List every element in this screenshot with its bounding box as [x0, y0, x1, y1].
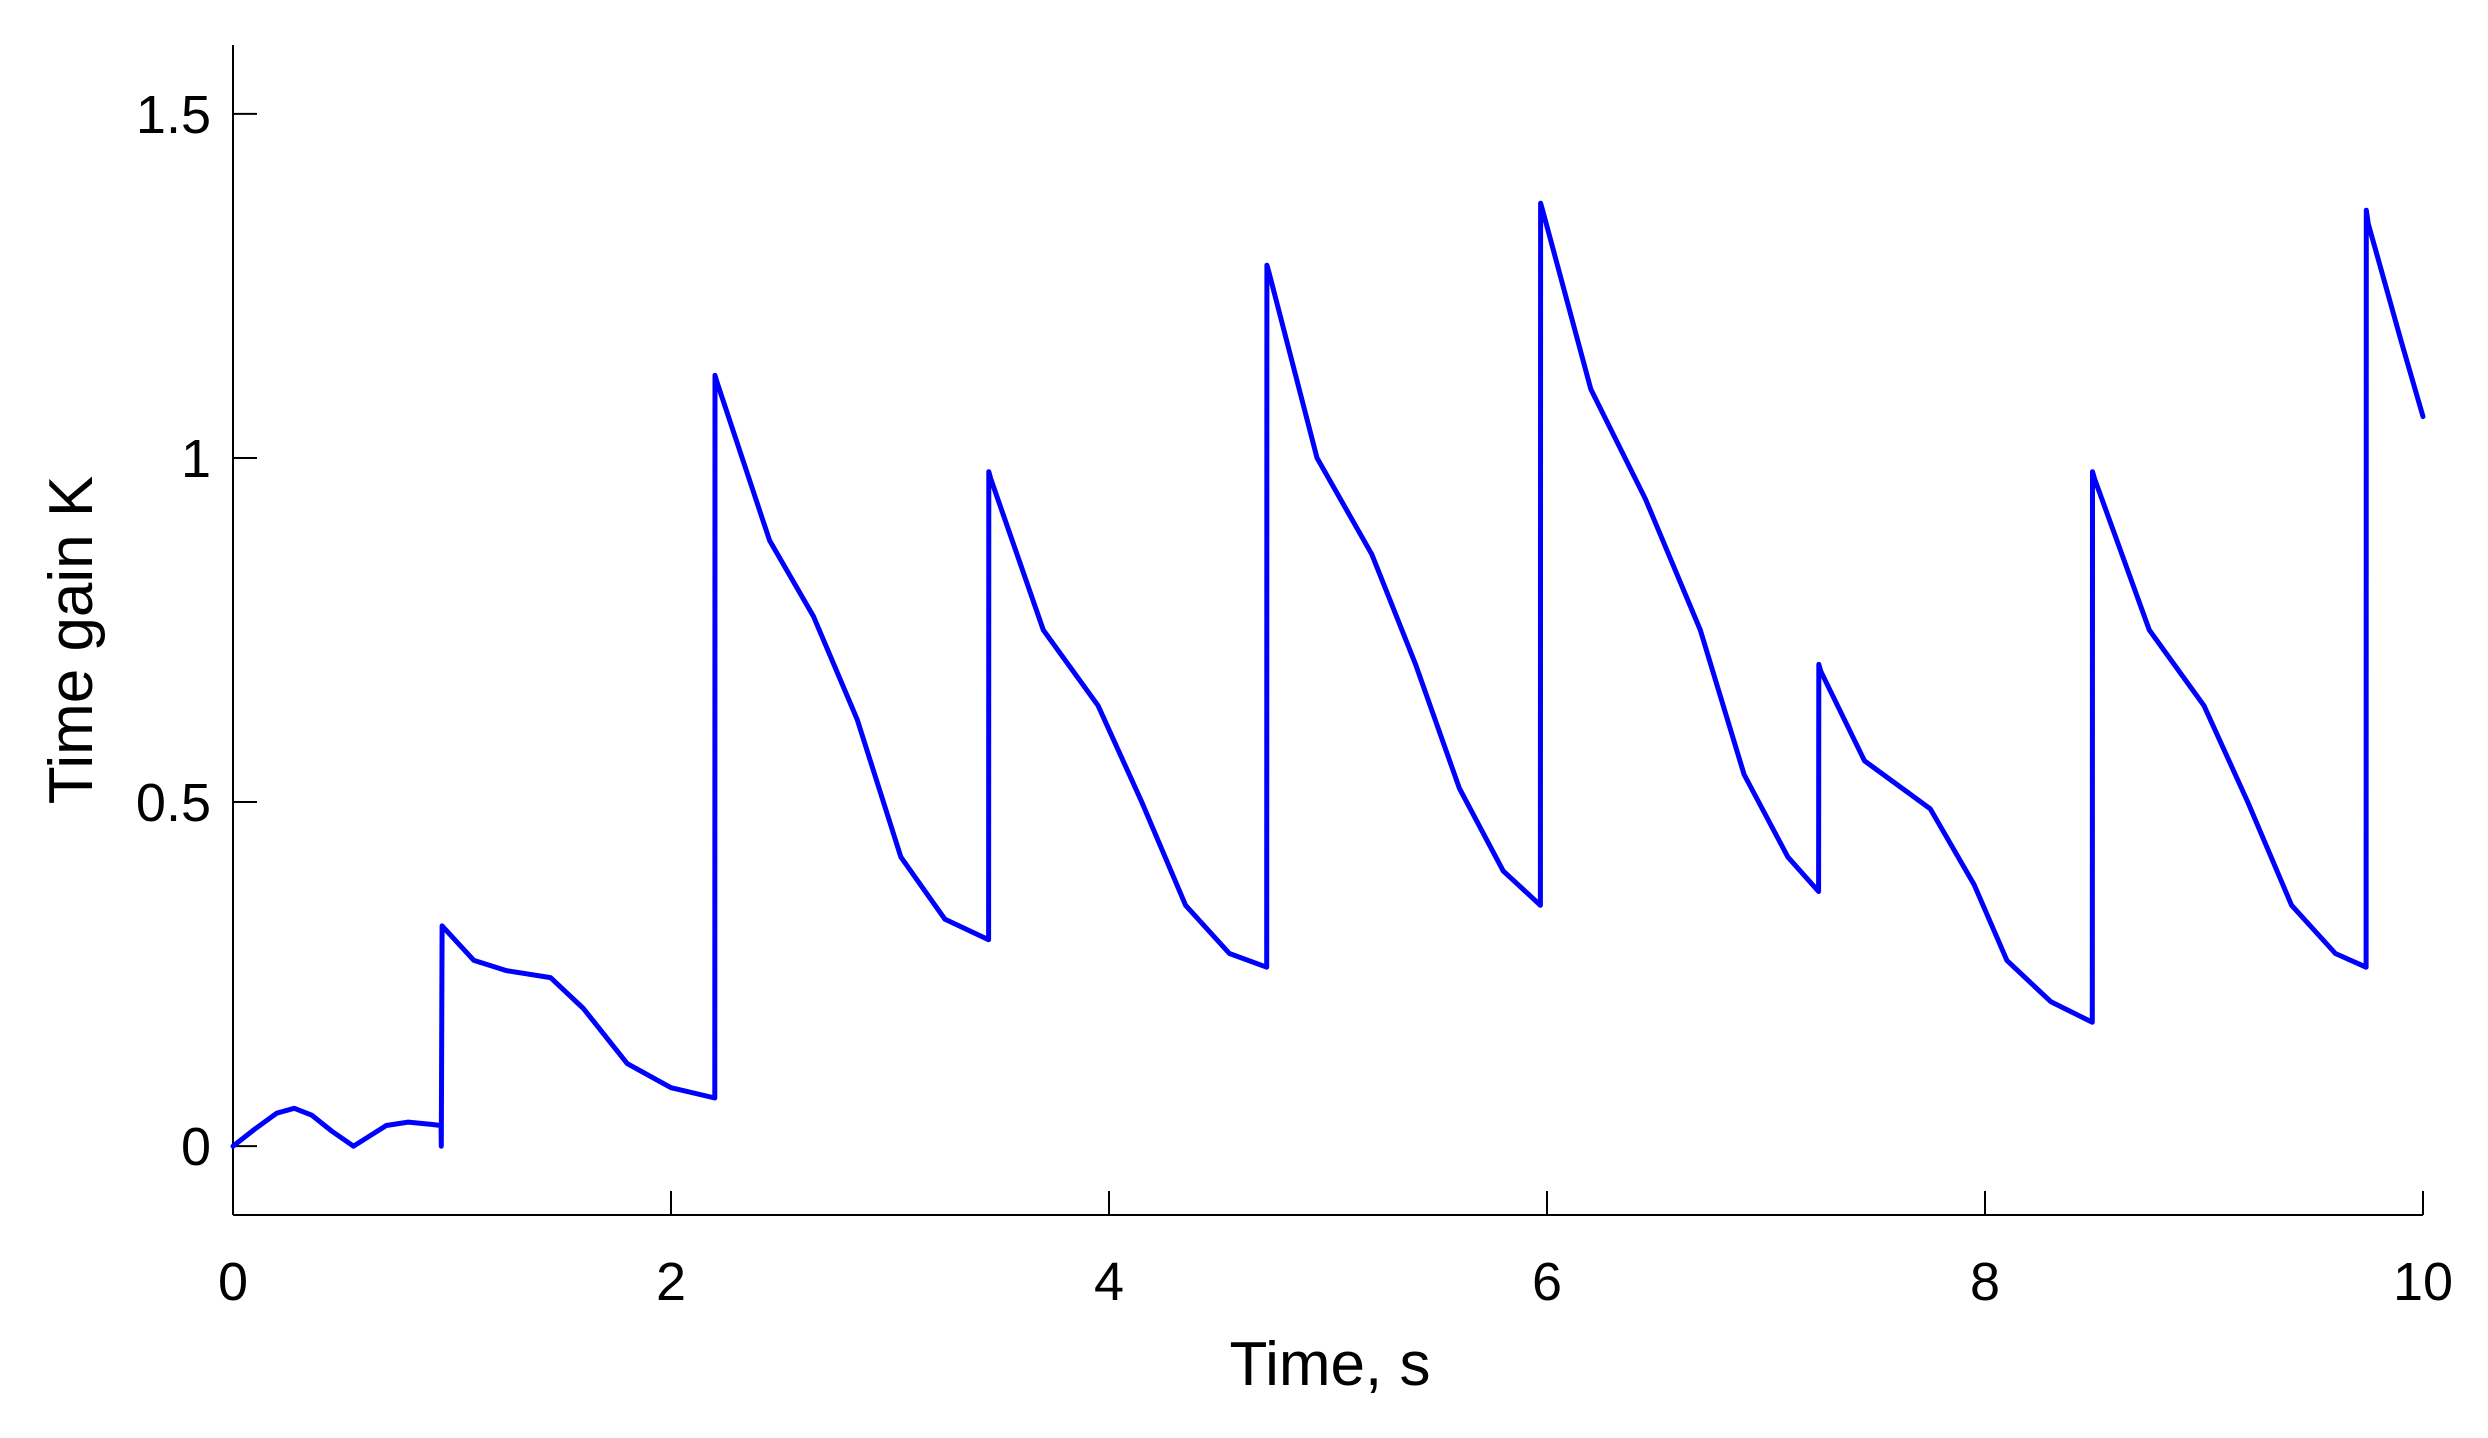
- x-axis-title: Time, s: [1230, 1330, 1431, 1399]
- y-tick-label: 0.5: [136, 773, 211, 833]
- x-tick-label: 8: [1970, 1252, 2000, 1312]
- x-tick-label: 0: [218, 1252, 248, 1312]
- series-line-0: [230, 200, 2426, 1149]
- y-tick-label: 0: [181, 1117, 211, 1177]
- series-layer: [230, 200, 2426, 1149]
- y-tick-label: 1.5: [136, 85, 211, 145]
- x-tick-label: 4: [1094, 1252, 1124, 1312]
- axes: [232, 45, 2423, 1216]
- ticks: 0 2 4 6 8 10 0 0.5 1 1.5: [136, 85, 2453, 1312]
- x-tick-label: 6: [1532, 1252, 1562, 1312]
- y-tick-label: 1: [181, 429, 211, 489]
- x-tick-label: 2: [656, 1252, 686, 1312]
- y-axis-title: Time gain K: [37, 476, 106, 805]
- x-tick-label: 10: [2393, 1252, 2453, 1312]
